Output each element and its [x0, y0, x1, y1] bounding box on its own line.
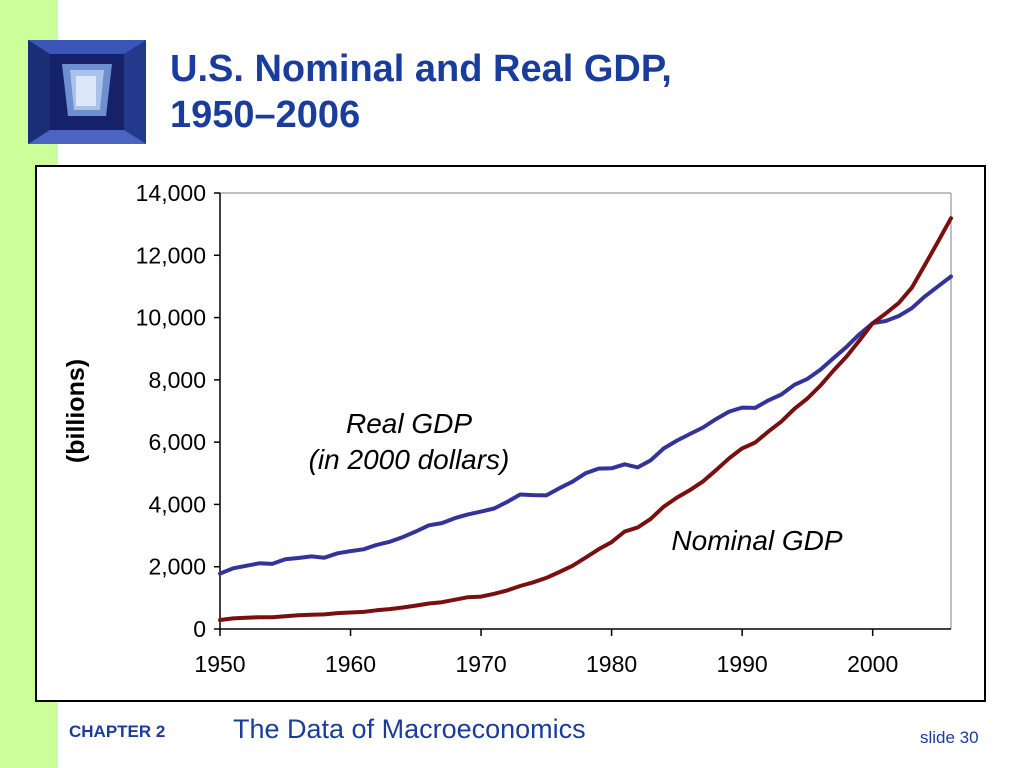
gdp-line-chart: 0 2,000 4,000 6,000 8,000 10,000 12,000 14,000 1…	[62, 180, 953, 677]
y-axis-label: (billions)	[62, 359, 90, 463]
y-tick-label: 6,000	[148, 429, 206, 455]
series-line-nominal-gdp	[218, 216, 953, 622]
series-line-real-gdp	[218, 274, 953, 576]
x-tick-label: 2000	[847, 651, 898, 677]
x-tick-label: 1990	[717, 651, 768, 677]
y-tick-label: 10,000	[136, 305, 206, 331]
y-tick-label: 0	[193, 616, 206, 642]
window-shaft-logo-icon	[28, 40, 146, 144]
footer-chapter-title: The Data of Macroeconomics	[233, 714, 586, 744]
x-tick-label: 1980	[586, 651, 637, 677]
y-tick-label: 8,000	[148, 367, 206, 393]
annotation-nominal-gdp-line-1: Nominal GDP	[671, 525, 842, 556]
footer-slide-number: slide 30	[920, 728, 979, 747]
annotation-real-gdp-line-1: Real GDP	[346, 408, 472, 439]
x-tick-label: 1950	[194, 651, 245, 677]
y-tick-label: 12,000	[136, 242, 206, 268]
footer-chapter-label: CHAPTER 2	[69, 722, 166, 741]
y-tick-label: 2,000	[148, 554, 206, 580]
slide-title-line-1: U.S. Nominal and Real GDP,	[170, 48, 672, 90]
annotation-real-gdp-line-2: (in 2000 dollars)	[309, 444, 510, 475]
chart-frame: 0 2,000 4,000 6,000 8,000 10,000 12,000 14,000 1…	[35, 165, 986, 702]
x-tick-label: 1960	[325, 651, 376, 677]
x-tick-label: 1970	[455, 651, 506, 677]
slide-title-line-2: 1950–2006	[170, 94, 361, 136]
y-tick-label: 14,000	[136, 180, 206, 206]
slide-title: U.S. Nominal and Real GDP, 1950–2006	[170, 46, 672, 138]
y-tick-label: 4,000	[148, 491, 206, 517]
